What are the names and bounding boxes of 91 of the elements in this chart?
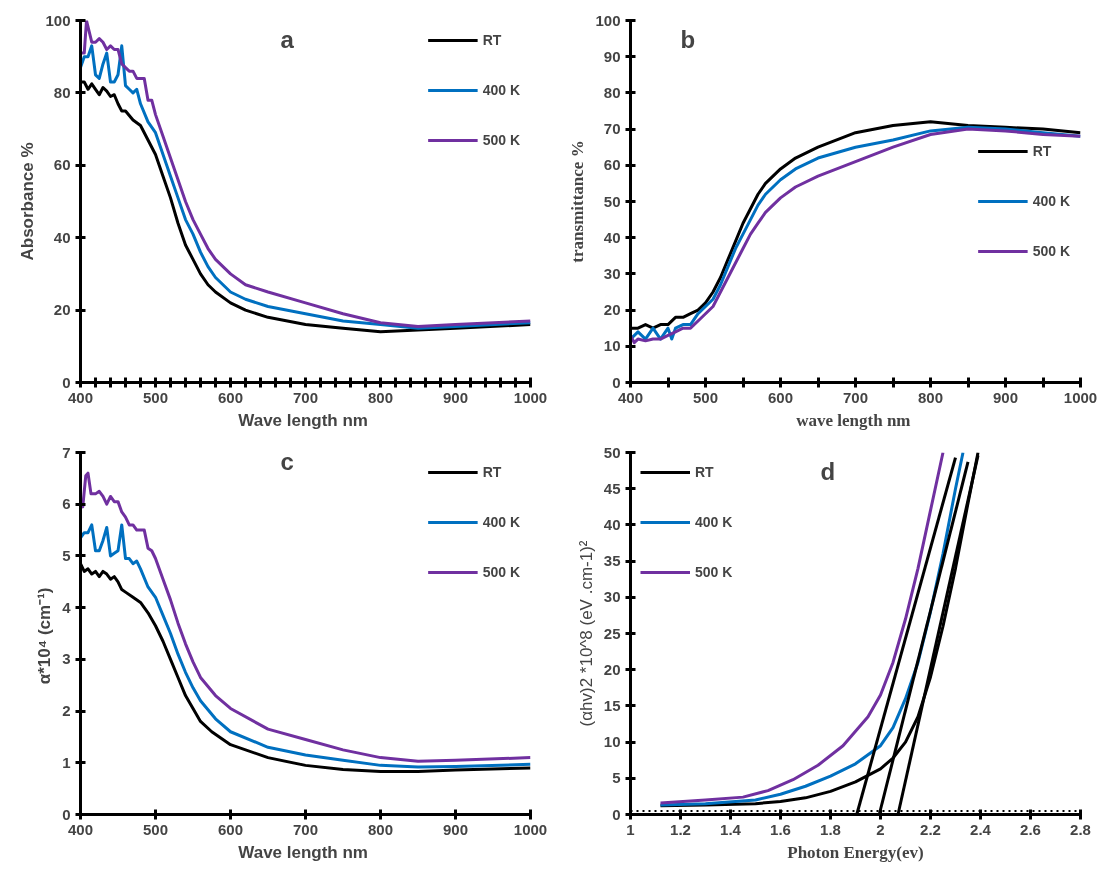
legend-label: 400 K <box>1032 193 1070 209</box>
x-tick-label: 500 <box>142 820 169 838</box>
x-tick-label: 2.6 <box>1020 820 1041 838</box>
x-tick-label: 2.2 <box>920 820 941 838</box>
y-tick-label: 0 <box>612 373 621 391</box>
legend-label: 500 K <box>482 132 520 148</box>
y-tick-label: 6 <box>62 495 71 513</box>
legend-label: 400 K <box>482 514 520 530</box>
x-tick-label: 800 <box>367 388 394 406</box>
y-tick-label: 4 <box>62 598 72 616</box>
y-tick-label: 100 <box>45 11 71 29</box>
x-tick-label: 900 <box>442 388 469 406</box>
legend-label: RT <box>482 32 503 48</box>
x-tick-label: 1.2 <box>670 820 691 838</box>
x-tick-label: 900 <box>442 820 469 838</box>
x-axis-title: Wave length nm <box>238 410 368 430</box>
y-tick-label: 80 <box>603 83 621 101</box>
y-tick-label: 5 <box>612 769 621 787</box>
y-tick-label: 1 <box>62 753 71 771</box>
x-tick-label: 2.8 <box>1070 820 1091 838</box>
x-tick-label: 700 <box>842 388 869 406</box>
y-tick-label: 10 <box>603 337 621 355</box>
y-tick-label: 3 <box>62 650 71 668</box>
legend-label: RT <box>1032 143 1053 159</box>
y-tick-label: 0 <box>612 805 621 823</box>
x-tick-label: 800 <box>367 820 394 838</box>
x-tick-label: 500 <box>692 388 719 406</box>
x-tick-label: 1000 <box>513 388 548 406</box>
x-tick-label: 800 <box>917 388 944 406</box>
legend-label: 400 K <box>695 514 733 530</box>
y-tick-label: 5 <box>62 546 71 564</box>
y-tick-label: 50 <box>603 443 621 461</box>
chart-title: b <box>680 25 696 53</box>
x-axis-title: wave length nm <box>796 410 911 430</box>
y-tick-label: 45 <box>603 479 621 497</box>
y-axis-title: α*10⁴ (cm⁻¹) <box>35 587 55 685</box>
y-tick-label: 30 <box>603 264 621 282</box>
y-tick-label: 40 <box>603 515 621 533</box>
y-tick-label: 60 <box>53 156 71 174</box>
y-tick-label: 60 <box>603 156 621 174</box>
x-axis-title: Wave length nm <box>238 842 368 862</box>
x-tick-label: 600 <box>217 388 244 406</box>
y-tick-label: 10 <box>603 733 621 751</box>
legend-label: RT <box>482 464 503 480</box>
chart-title: c <box>280 447 294 475</box>
x-tick-label: 900 <box>992 388 1019 406</box>
y-tick-label: 70 <box>603 120 621 138</box>
x-tick-label: 700 <box>292 388 319 406</box>
y-axis-title: Absorbance % <box>18 142 38 261</box>
legend-label: 500 K <box>695 564 733 580</box>
y-tick-label: 0 <box>62 805 71 823</box>
x-tick-label: 1000 <box>513 820 548 838</box>
y-axis-title: (αhv)2 *10^8 (eV .cm-1)² <box>576 540 596 727</box>
legend-label: 500 K <box>1032 243 1070 259</box>
x-tick-label: 500 <box>142 388 169 406</box>
y-tick-label: 20 <box>603 301 621 319</box>
x-tick-label: 2.4 <box>970 820 992 838</box>
y-tick-label: 2 <box>62 702 71 720</box>
x-tick-label: 1000 <box>1063 388 1098 406</box>
y-tick-label: 20 <box>603 660 621 678</box>
y-axis-title: transmittance % <box>568 140 588 263</box>
y-tick-label: 30 <box>603 588 621 606</box>
x-tick-label: 600 <box>217 820 244 838</box>
y-tick-label: 50 <box>603 192 621 210</box>
chart-title: a <box>280 25 295 53</box>
legend-label: 400 K <box>482 82 520 98</box>
x-tick-label: 1 <box>626 820 635 838</box>
y-tick-label: 40 <box>53 228 71 246</box>
y-tick-label: 0 <box>62 373 71 391</box>
y-tick-label: 20 <box>53 301 71 319</box>
y-tick-label: 100 <box>595 11 621 29</box>
y-tick-label: 15 <box>603 696 621 714</box>
chart-title: d <box>820 457 836 485</box>
x-tick-label: 400 <box>67 388 94 406</box>
legend-label: 500 K <box>482 564 520 580</box>
y-tick-label: 35 <box>603 552 621 570</box>
x-tick-label: 700 <box>292 820 319 838</box>
y-tick-label: 7 <box>62 443 71 461</box>
y-tick-label: 25 <box>603 624 621 642</box>
x-axis-title: Photon Energy(ev) <box>787 842 924 862</box>
x-tick-label: 2 <box>876 820 885 838</box>
y-tick-label: 90 <box>603 47 621 65</box>
y-tick-label: 40 <box>603 228 621 246</box>
x-tick-label: 600 <box>767 388 794 406</box>
x-tick-label: 400 <box>67 820 94 838</box>
x-tick-label: 1.8 <box>820 820 841 838</box>
x-tick-label: 1.6 <box>770 820 791 838</box>
x-tick-label: 400 <box>617 388 644 406</box>
legend-label: RT <box>695 464 715 480</box>
y-tick-label: 80 <box>53 83 71 101</box>
x-tick-label: 1.4 <box>720 820 742 838</box>
